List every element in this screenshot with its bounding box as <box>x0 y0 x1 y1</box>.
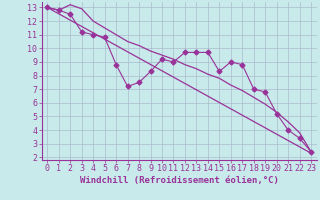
X-axis label: Windchill (Refroidissement éolien,°C): Windchill (Refroidissement éolien,°C) <box>80 176 279 185</box>
